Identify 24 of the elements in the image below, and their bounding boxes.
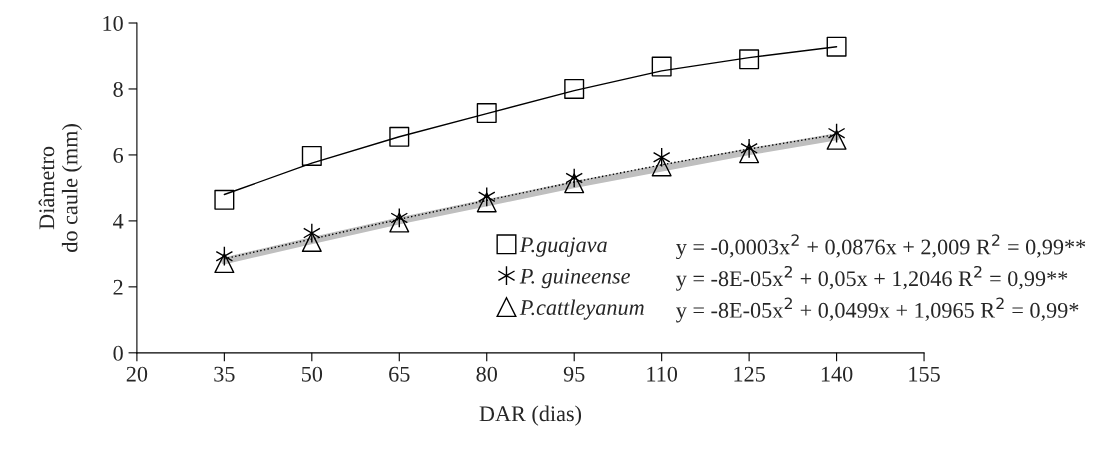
y-axis-title: Diâmetro do caule (mm) — [38, 124, 83, 252]
x-tick-label: 140 — [821, 366, 853, 382]
legend-label: P. guineense — [519, 268, 630, 289]
y-tick-label: 6 — [113, 147, 124, 163]
annotation: y = -8E-05x$^{2}$ + 0,0499x + 1,0965 R$^{2}$ = 0,99* — [676, 297, 1079, 323]
y-tick-label: 2 — [113, 279, 123, 295]
y-tick-label: 8 — [113, 81, 123, 97]
legend-label: P.guajava — [519, 237, 607, 257]
x-tick-label: 35 — [214, 366, 235, 382]
annotation: y = -0,0003x$^{2}$ + 0,0876x + 2,009 R$^{2}$ = 0,99** — [676, 234, 1086, 260]
legend-label: P.cattleyanum — [519, 299, 644, 320]
y-tick-label: 10 — [103, 15, 123, 31]
x-tick-label: 155 — [909, 366, 940, 382]
annotation: y = -8E-05x$^{2}$ + 0,05x + 1,2046 R$^{2}$ = 0,99** — [676, 265, 1068, 291]
x-tick-label: 95 — [563, 366, 585, 382]
x-tick-label: 65 — [389, 366, 410, 382]
x-tick-label: 50 — [302, 366, 323, 382]
y-tick-label: 0 — [113, 345, 123, 361]
x-tick-label: 125 — [734, 366, 765, 382]
x-axis-title: DAR (dias) — [479, 405, 582, 426]
x-tick-label: 110 — [647, 366, 678, 382]
x-tick-label: 80 — [476, 366, 498, 382]
y-tick-label: 4 — [113, 213, 124, 229]
x-tick-label: 20 — [126, 366, 148, 382]
